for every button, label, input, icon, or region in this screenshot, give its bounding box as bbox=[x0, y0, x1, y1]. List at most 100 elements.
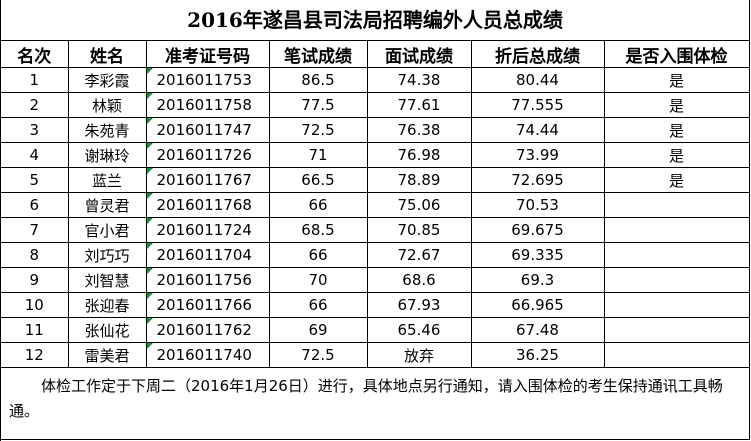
table-row: 6 曾灵君 2016011768 66 75.06 70.53 bbox=[1, 192, 750, 218]
table-cell bbox=[603, 217, 750, 243]
table-cell: 68.5 bbox=[268, 217, 368, 243]
table-cell: 3 bbox=[1, 117, 69, 143]
table-cell: 65.46 bbox=[366, 317, 472, 343]
table-cell: 张仙花 bbox=[67, 317, 147, 343]
table-cell: 是 bbox=[603, 167, 750, 193]
table-cell: 70 bbox=[268, 267, 368, 293]
header-cell: 折后总成绩 bbox=[470, 40, 605, 68]
table-cell: 68.6 bbox=[366, 267, 472, 293]
table-cell: 林颖 bbox=[67, 92, 147, 118]
table-cell: 66.965 bbox=[470, 292, 605, 318]
table-cell: 谢琳玲 bbox=[67, 142, 147, 168]
table-cell bbox=[603, 242, 750, 268]
table-cell bbox=[603, 317, 750, 343]
table-cell: 73.99 bbox=[470, 142, 605, 168]
table-row: 5 蓝兰 2016011767 66.5 78.89 72.695 是 bbox=[1, 167, 750, 193]
table-cell: 曾灵君 bbox=[67, 192, 147, 218]
table-cell: 69 bbox=[268, 317, 368, 343]
table-cell bbox=[603, 192, 750, 218]
table-cell: 是 bbox=[603, 117, 750, 143]
table-cell: 69.335 bbox=[470, 242, 605, 268]
table-cell: 2016011724 bbox=[145, 217, 270, 243]
table-cell: 2016011762 bbox=[145, 317, 270, 343]
table-cell: 是 bbox=[603, 142, 750, 168]
table-body: 1 李彩霞 2016011753 86.5 74.38 80.44 是 2 林颖 20160117… bbox=[1, 67, 750, 368]
table-cell: 2016011747 bbox=[145, 117, 270, 143]
table-cell: 66 bbox=[268, 192, 368, 218]
table-cell: 7 bbox=[1, 217, 69, 243]
table-cell: 2016011768 bbox=[145, 192, 270, 218]
table-cell: 2016011758 bbox=[145, 92, 270, 118]
table-row: 7 官小君 2016011724 68.5 70.85 69.675 bbox=[1, 217, 750, 243]
table-cell: 是 bbox=[603, 92, 750, 118]
table-cell: 76.38 bbox=[366, 117, 472, 143]
table-cell: 8 bbox=[1, 242, 69, 268]
table-cell: 2 bbox=[1, 92, 69, 118]
header-cell: 笔试成绩 bbox=[268, 40, 368, 68]
table-cell: 77.5 bbox=[268, 92, 368, 118]
table-cell: 72.67 bbox=[366, 242, 472, 268]
table-cell: 官小君 bbox=[67, 217, 147, 243]
table-cell: 71 bbox=[268, 142, 368, 168]
table-row: 9 刘智慧 2016011756 70 68.6 69.3 bbox=[1, 267, 750, 293]
table-cell: 2016011726 bbox=[145, 142, 270, 168]
table-cell: 是 bbox=[603, 67, 750, 93]
table-cell: 66 bbox=[268, 292, 368, 318]
header-cell: 是否入围体检 bbox=[603, 40, 750, 68]
table-cell: 70.53 bbox=[470, 192, 605, 218]
table-cell: 2016011753 bbox=[145, 67, 270, 93]
table-cell: 刘巧巧 bbox=[67, 242, 147, 268]
table-cell: 77.61 bbox=[366, 92, 472, 118]
table-cell: 2016011767 bbox=[145, 167, 270, 193]
table-cell: 69.675 bbox=[470, 217, 605, 243]
header-cell: 准考证号码 bbox=[145, 40, 270, 68]
table-cell: 5 bbox=[1, 167, 69, 193]
table-row: 11 张仙花 2016011762 69 65.46 67.48 bbox=[1, 317, 750, 343]
table-cell: 2016011740 bbox=[145, 342, 270, 368]
table-cell: 69.3 bbox=[470, 267, 605, 293]
table-cell: 2016011766 bbox=[145, 292, 270, 318]
table-cell: 2016011756 bbox=[145, 267, 270, 293]
table-cell: 78.89 bbox=[366, 167, 472, 193]
table-cell: 朱苑青 bbox=[67, 117, 147, 143]
table-cell: 72.695 bbox=[470, 167, 605, 193]
table-cell bbox=[603, 267, 750, 293]
table-cell: 11 bbox=[1, 317, 69, 343]
table-cell: 6 bbox=[1, 192, 69, 218]
table-cell: 75.06 bbox=[366, 192, 472, 218]
table-cell: 刘智慧 bbox=[67, 267, 147, 293]
table-row: 1 李彩霞 2016011753 86.5 74.38 80.44 是 bbox=[1, 67, 750, 93]
table-cell: 70.85 bbox=[366, 217, 472, 243]
table-cell: 4 bbox=[1, 142, 69, 168]
table-row: 10 张迎春 2016011766 66 67.93 66.965 bbox=[1, 292, 750, 318]
note: 体检工作定于下周二（2016年1月26日）进行，具体地点另行通知，请入围体检的考… bbox=[1, 368, 750, 440]
score-table: 名次 姓名 准考证号码 笔试成绩 面试成绩 折后总成绩 是否入围体检 1 李彩霞 2016011… bbox=[1, 40, 750, 368]
table-cell: 76.98 bbox=[366, 142, 472, 168]
table-cell bbox=[603, 342, 750, 368]
table-row: 12 雷美君 2016011740 72.5 放弃 36.25 bbox=[1, 342, 750, 368]
table-cell: 蓝兰 bbox=[67, 167, 147, 193]
table-cell: 66 bbox=[268, 242, 368, 268]
table-cell: 86.5 bbox=[268, 67, 368, 93]
table-cell: 2016011704 bbox=[145, 242, 270, 268]
table-cell: 66.5 bbox=[268, 167, 368, 193]
table-cell: 张迎春 bbox=[67, 292, 147, 318]
table-cell: 67.93 bbox=[366, 292, 472, 318]
table-cell: 36.25 bbox=[470, 342, 605, 368]
table-cell: 74.44 bbox=[470, 117, 605, 143]
table-cell: 李彩霞 bbox=[67, 67, 147, 93]
title: 2016年遂昌县司法局招聘编外人员总成绩 bbox=[1, 0, 750, 40]
table-row: 3 朱苑青 2016011747 72.5 76.38 74.44 是 bbox=[1, 117, 750, 143]
table-cell: 雷美君 bbox=[67, 342, 147, 368]
header-row: 名次 姓名 准考证号码 笔试成绩 面试成绩 折后总成绩 是否入围体检 bbox=[1, 40, 750, 68]
header-cell: 面试成绩 bbox=[366, 40, 472, 68]
table-row: 4 谢琳玲 2016011726 71 76.98 73.99 是 bbox=[1, 142, 750, 168]
table-cell: 80.44 bbox=[470, 67, 605, 93]
table-cell: 1 bbox=[1, 67, 69, 93]
table-row: 8 刘巧巧 2016011704 66 72.67 69.335 bbox=[1, 242, 750, 268]
table-cell: 放弃 bbox=[366, 342, 472, 368]
table-cell: 10 bbox=[1, 292, 69, 318]
table-cell: 12 bbox=[1, 342, 69, 368]
